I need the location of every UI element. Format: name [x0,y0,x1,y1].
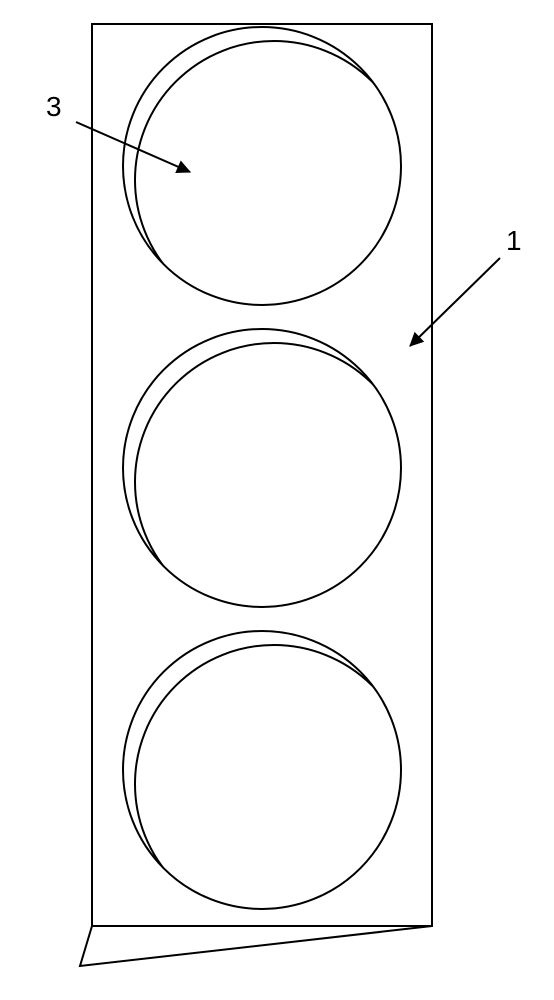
label-3: 3 [46,91,190,172]
label-3-arrowhead-icon [176,161,190,172]
hole-3-outer-rim [123,631,401,909]
hole-2-inner-rim [135,343,413,621]
panel-bottom-depth [80,926,432,966]
hole-2-outer-rim [123,329,401,607]
hole-1-outer-rim [123,27,401,305]
label-3-text: 3 [46,91,62,122]
hole-1-inner-rim [135,41,413,319]
label-1-leader [410,258,500,346]
label-1-text: 1 [506,225,522,256]
panel-front-face [92,24,432,926]
label-3-leader [76,122,190,172]
label-1: 1 [410,225,522,346]
hole-3-inner-rim [135,645,413,923]
hole-2 [123,329,413,621]
hole-3 [123,631,413,923]
hole-1 [123,27,413,319]
